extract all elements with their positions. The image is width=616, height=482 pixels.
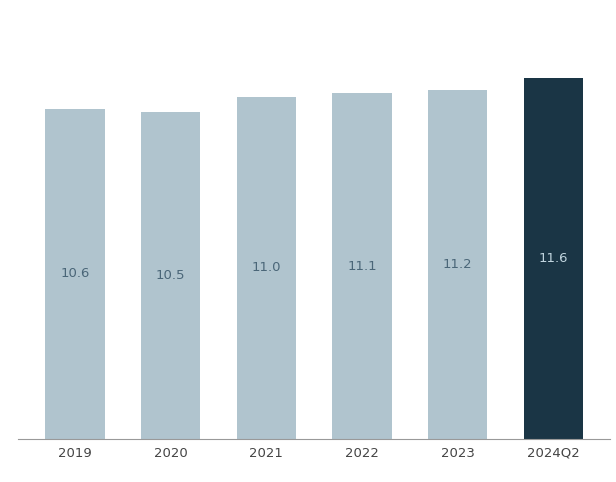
Text: 11.6: 11.6 — [538, 252, 568, 265]
Text: 11.1: 11.1 — [347, 259, 377, 272]
Text: Average Fleet Age: ~11 Years: Average Fleet Age: ~11 Years — [14, 15, 293, 33]
Bar — [46, 109, 105, 439]
Text: 11.2: 11.2 — [443, 258, 472, 271]
Text: 10.6: 10.6 — [60, 268, 90, 281]
Text: 11.0: 11.0 — [251, 261, 281, 274]
Bar — [333, 94, 392, 439]
Text: 10.5: 10.5 — [156, 269, 185, 282]
Bar — [524, 78, 583, 439]
Bar — [141, 112, 200, 439]
Bar — [428, 90, 487, 439]
Bar — [237, 96, 296, 439]
